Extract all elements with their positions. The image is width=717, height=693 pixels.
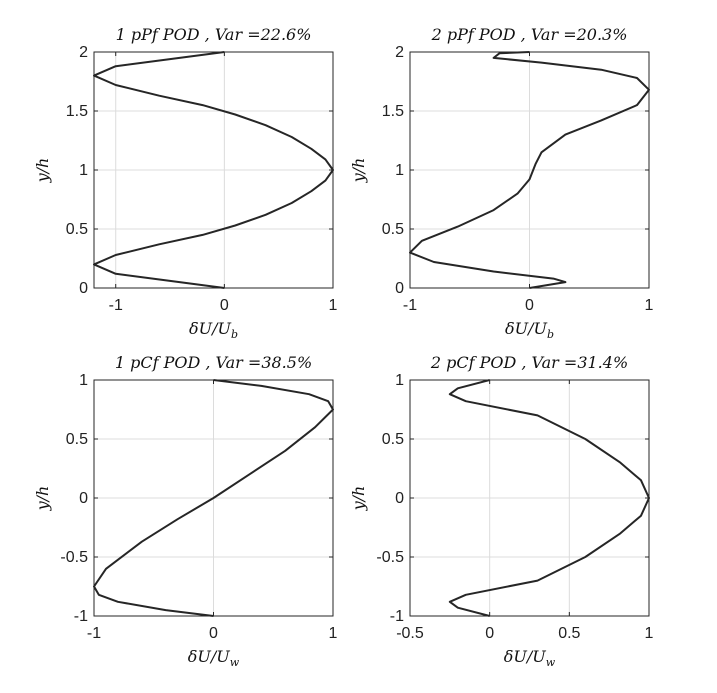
y-tick-label: 0.5	[66, 221, 88, 238]
subplot-1: -1 0 1 0 0.5 1 1.5 2 1 pPf POD , Var =22.6% δU/Ub…	[33, 25, 338, 341]
y-tick-label: 1	[395, 162, 404, 179]
y-axis-label: y/h	[33, 486, 52, 512]
y-tick-label: 1.5	[66, 103, 88, 120]
x-tick-label: 0	[209, 625, 218, 642]
y-axis-label: y/h	[349, 158, 368, 184]
y-tick-label: 0	[79, 280, 88, 297]
y-tick-label: 0	[79, 490, 88, 507]
x-tick-label: 1	[329, 625, 338, 642]
x-axis-label: δU/Uw	[504, 647, 556, 669]
y-tick-label: 1	[79, 372, 88, 389]
x-axis-label: δU/Ub	[189, 319, 238, 341]
subplot-title: 2 pPf POD , Var =20.3%	[431, 25, 628, 44]
y-tick-label: 1	[395, 372, 404, 389]
x-axis-label: δU/Ub	[505, 319, 554, 341]
y-tick-label: -1	[390, 608, 404, 625]
y-tick-label: -1	[74, 608, 88, 625]
x-tick-label: 1	[645, 297, 654, 314]
x-tick-label: -1	[109, 297, 123, 314]
x-tick-label: -0.5	[396, 625, 424, 642]
y-tick-label: 1	[79, 162, 88, 179]
y-tick-label: 0.5	[382, 431, 404, 448]
y-axis-label: y/h	[33, 158, 52, 184]
series-line-1	[409, 51, 650, 289]
y-tick-label: 0.5	[66, 431, 88, 448]
x-tick-label: 0	[485, 625, 494, 642]
x-tick-label: 1	[329, 297, 338, 314]
x-tick-label: 1	[645, 625, 654, 642]
x-tick-label: 0	[220, 297, 229, 314]
y-tick-label: 2	[395, 44, 404, 61]
y-tick-label: 0.5	[382, 221, 404, 238]
subplot-2: -1 0 100.511.522 pPf POD , Var =20.3%δU/Ub…	[349, 25, 654, 341]
y-tick-label: 2	[79, 44, 88, 61]
series-line-1	[93, 379, 334, 617]
y-tick-label: 0	[395, 490, 404, 507]
y-axis-label: y/h	[349, 486, 368, 512]
y-tick-label: -0.5	[376, 549, 404, 566]
x-tick-label: 0.5	[558, 625, 580, 642]
subplot-title: 1 pPf POD , Var =22.6%	[116, 25, 312, 44]
y-tick-label: -0.5	[60, 549, 88, 566]
x-tick-label: -1	[403, 297, 417, 314]
subplot-4: -0.5 0 0.5 1-1-0.500.512 pCf POD , Var =31.…	[349, 353, 654, 669]
x-tick-label: -1	[87, 625, 101, 642]
x-tick-label: 0	[525, 297, 534, 314]
y-tick-label: 0	[395, 280, 404, 297]
subplot-title: 2 pCf POD , Var =31.4%	[430, 353, 628, 372]
x-axis-label: δU/Uw	[188, 647, 240, 669]
y-tick-label: 1.5	[382, 103, 404, 120]
subplot-3: -1 0 1 -1 -0.5 0 0.5 1 1 pCf POD , Var =38.5% δU/…	[33, 353, 338, 669]
subplot-title: 1 pCf POD , Var =38.5%	[115, 353, 312, 372]
